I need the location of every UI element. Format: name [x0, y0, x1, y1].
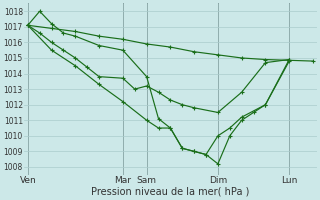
X-axis label: Pression niveau de la mer( hPa ): Pression niveau de la mer( hPa ): [91, 187, 250, 197]
